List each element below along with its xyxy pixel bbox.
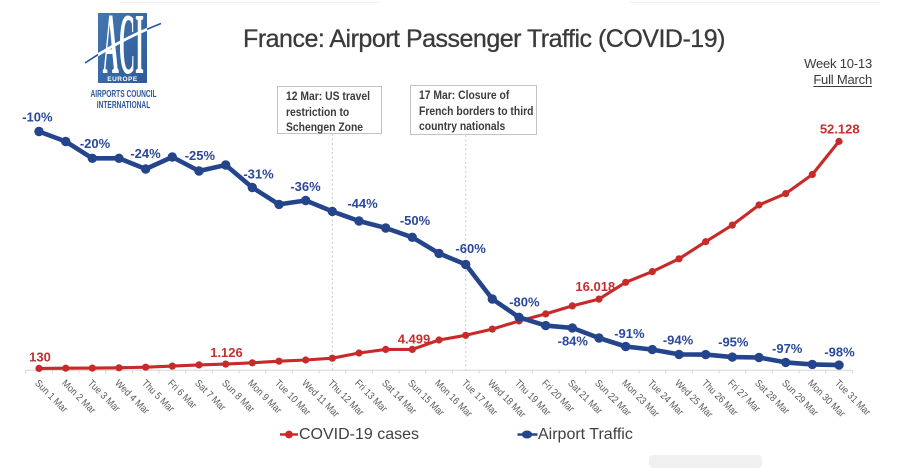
svg-text:-10%: -10% bbox=[22, 110, 53, 125]
svg-text:-50%: -50% bbox=[400, 213, 431, 228]
svg-text:130: 130 bbox=[29, 350, 51, 365]
svg-text:-25%: -25% bbox=[185, 148, 216, 163]
svg-text:-97%: -97% bbox=[772, 341, 803, 356]
svg-text:AIRPORTS COUNCIL: AIRPORTS COUNCIL bbox=[90, 87, 157, 99]
svg-text:EUROPE: EUROPE bbox=[107, 76, 138, 83]
svg-text:-60%: -60% bbox=[455, 241, 486, 256]
svg-text:-98%: -98% bbox=[824, 345, 855, 360]
svg-text:INTERNATIONAL: INTERNATIONAL bbox=[97, 98, 151, 110]
svg-text:-24%: -24% bbox=[130, 146, 161, 161]
svg-text:-36%: -36% bbox=[290, 179, 321, 194]
svg-text:-31%: -31% bbox=[243, 167, 274, 182]
svg-text:16.018: 16.018 bbox=[575, 279, 615, 294]
svg-text:-84%: -84% bbox=[558, 334, 589, 349]
svg-text:-20%: -20% bbox=[80, 136, 111, 151]
svg-text:-44%: -44% bbox=[347, 196, 378, 211]
svg-text:1.126: 1.126 bbox=[210, 345, 243, 360]
svg-text:-95%: -95% bbox=[718, 335, 749, 350]
svg-text:52.128: 52.128 bbox=[820, 121, 860, 136]
svg-text:-80%: -80% bbox=[509, 295, 540, 310]
svg-text:4.499: 4.499 bbox=[398, 331, 431, 346]
svg-text:-94%: -94% bbox=[663, 332, 694, 347]
svg-text:-91%: -91% bbox=[614, 326, 645, 341]
